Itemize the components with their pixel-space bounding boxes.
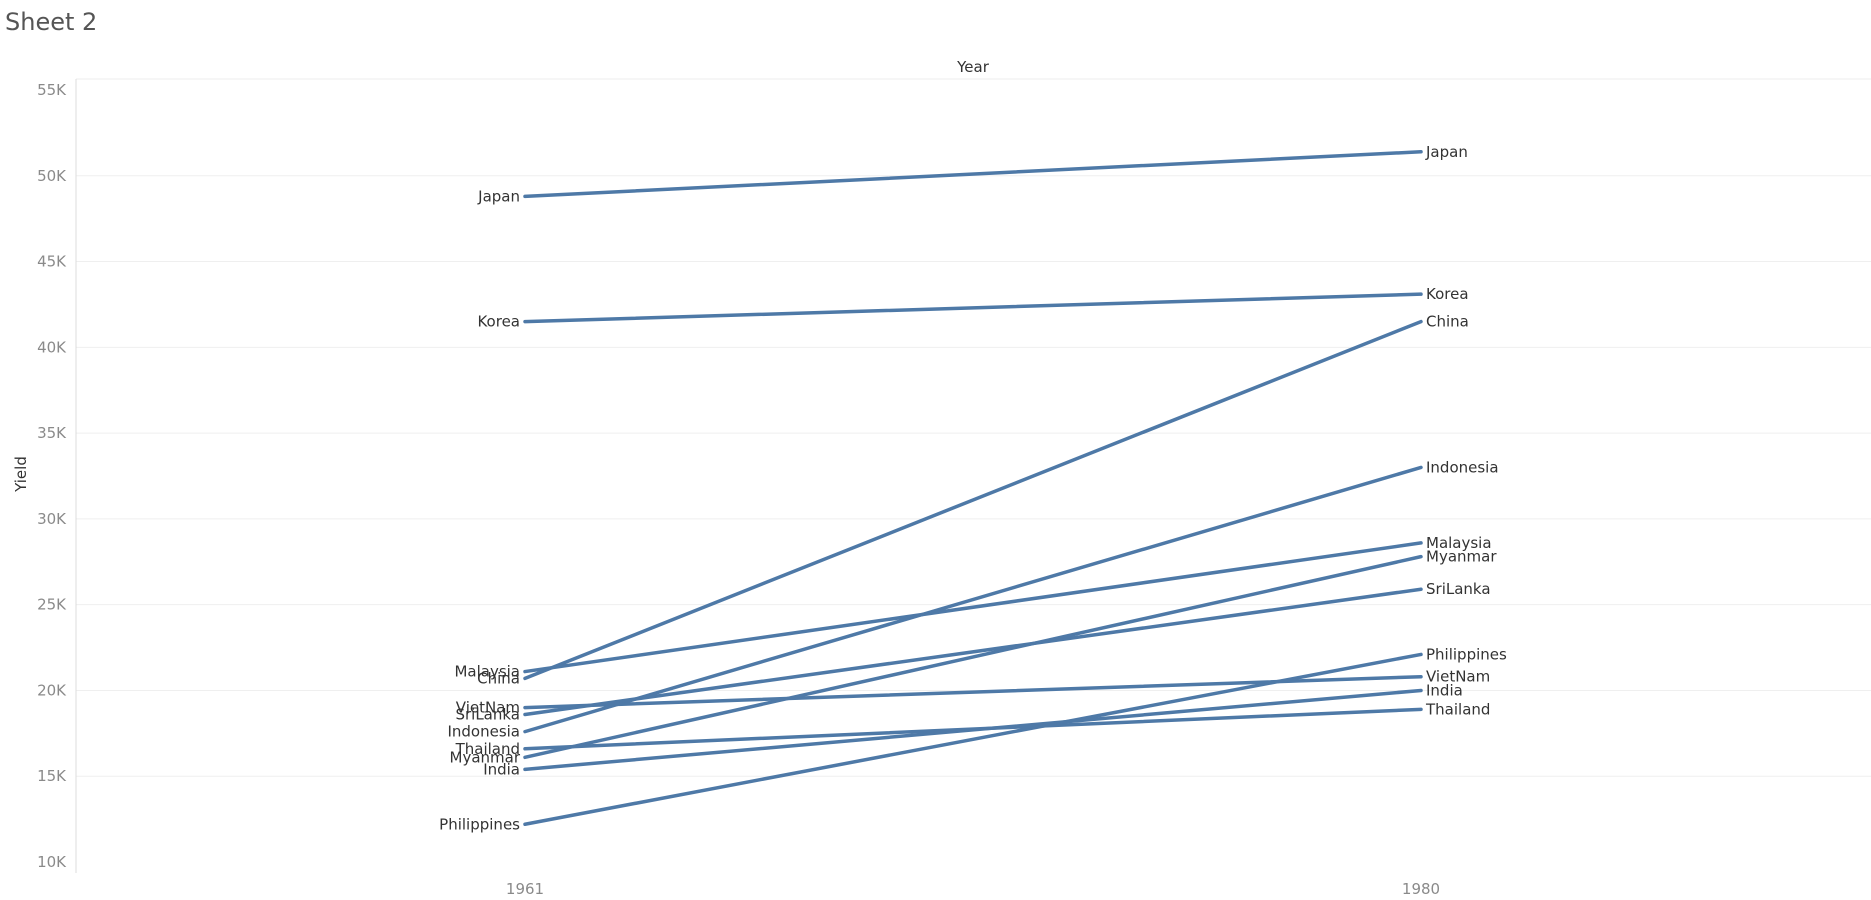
series-line [523,674,1423,710]
y-tick-label: 55K [37,81,67,99]
series-end-label: Korea [1426,285,1469,303]
x-axis-title: Year [956,58,990,76]
series-end-label: Philippines [1426,645,1507,663]
series-start-label: Philippines [439,815,520,833]
series-end-label: Thailand [1425,700,1490,718]
series-end-label: VietNam [1426,668,1490,686]
y-tick-label: 20K [37,681,67,699]
y-tick-label: 10K [37,853,67,871]
y-tick-label: 35K [37,424,67,442]
series-start-label: Malaysia [454,663,520,681]
series-start-label: Indonesia [447,723,520,741]
series-end-label: SriLanka [1426,580,1491,598]
x-tick-label: 1961 [506,880,544,898]
series-start-label: Japan [477,187,520,205]
series-start-label: SriLanka [455,705,520,723]
series-start-label: Thailand [455,740,520,758]
series-start-label: China [477,669,520,687]
y-tick-label: 40K [37,338,67,356]
series-start-label: India [483,760,520,778]
series-start-label: VietNam [456,699,520,717]
series-end-label: Myanmar [1426,548,1497,566]
sheet-title: Sheet 2 [5,8,98,36]
axes: Year Yield 10K 15K 20K 25K 30K 35K 40K 45K 50K 55… [12,58,1440,898]
series-line [523,292,1423,324]
y-tick-label: 15K [37,767,67,785]
y-tick-label: 45K [37,253,67,271]
y-axis-title: Yield [12,456,30,493]
series-end-label: Indonesia [1426,458,1499,476]
x-tick-label: 1980 [1402,880,1440,898]
series-end-label: Japan [1425,143,1468,161]
y-tick-label: 30K [37,510,67,528]
series-end-label: China [1426,313,1469,331]
gridlines [76,78,1871,777]
series-line [523,319,1423,681]
y-tick-label: 50K [37,167,67,185]
series-end-label: Malaysia [1426,534,1492,552]
series-start-label: Korea [477,313,520,331]
series-line [523,541,1423,674]
series-end-label: India [1426,681,1463,699]
y-tick-label: 25K [37,596,67,614]
series-line [523,707,1423,751]
series-line [523,150,1423,199]
series-line [523,587,1423,717]
series-start-label: Myanmar [450,748,521,766]
series-line [523,554,1423,760]
series-labels: Japan Japan Korea Korea China China Indonesia I… [439,143,1507,833]
series-line [523,465,1423,734]
series-lines [523,150,1423,827]
